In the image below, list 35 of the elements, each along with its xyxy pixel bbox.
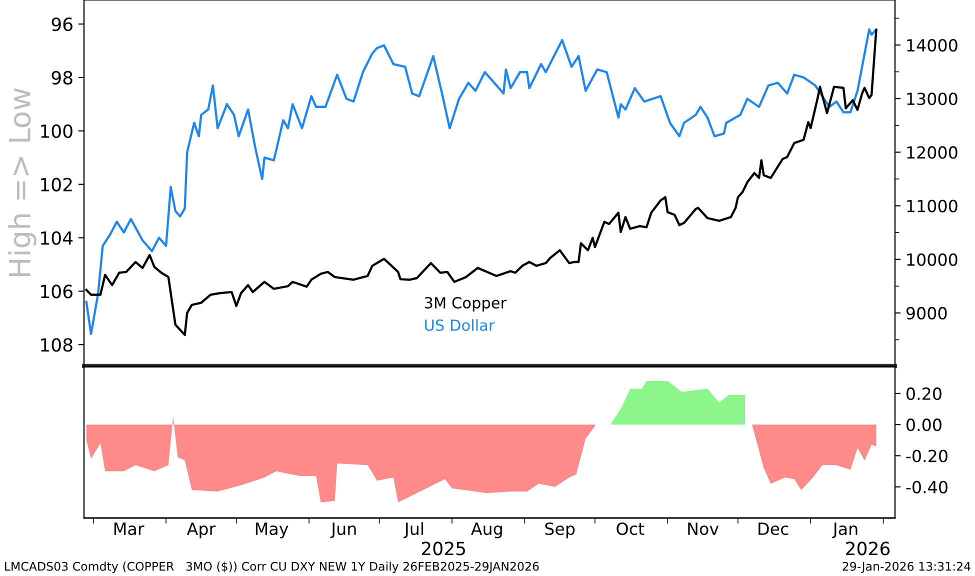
y2-tick-label: 12000	[907, 146, 958, 159]
x-tick-label: Nov	[688, 522, 719, 536]
text: LMCADS03 Comdty (COPPER 3MO ($)) Corr CU DXY NEW 1Y Daily 26FEB2025-29JAN2026	[5, 562, 539, 574]
y2-tick-label: 11000	[907, 200, 958, 212]
y-tick-label: 102	[41, 178, 72, 192]
y-tick-label: 106	[41, 284, 72, 298]
y-tick-label: 104	[41, 231, 73, 245]
y-tick-label: 98	[52, 70, 72, 85]
x-tick-label: Jan	[832, 522, 858, 538]
x-tick-label: Sep	[545, 522, 575, 538]
y2-tick-label: 13000	[907, 92, 958, 106]
text: 2026	[846, 542, 890, 556]
y2-tick-label: 9000	[906, 306, 947, 320]
y-tick-label: 96	[52, 18, 72, 32]
x-tick-label: Dec	[758, 522, 788, 536]
y-tick-label: 100	[41, 124, 72, 138]
y2-tick-label: 14000	[907, 38, 958, 52]
x-tick-label: Apr	[186, 522, 216, 538]
x-tick-label: Aug	[471, 522, 502, 538]
y2-tick-label: 10000	[907, 253, 958, 266]
y2-tick-label: -0.20	[906, 450, 948, 462]
x-tick-label: Oct	[616, 522, 644, 536]
y2-tick-label: 0.20	[906, 387, 942, 400]
y-tick-label: 108	[41, 338, 72, 352]
y-axis-title: High => Low	[8, 88, 36, 276]
x-tick-label: Mar	[114, 522, 144, 536]
y2-tick-label: 0.00	[906, 418, 942, 432]
series-label: 3M Copper	[424, 297, 507, 312]
x-tick-label: Jul	[404, 522, 423, 538]
text: US Dollar	[425, 319, 495, 331]
text: 2025	[422, 542, 466, 556]
y2-tick-label: -0.40	[906, 480, 948, 494]
x-tick-label: Jun	[330, 522, 356, 538]
x-tick-label: May	[256, 522, 288, 538]
text: 29-Jan-2026 13:31:24	[842, 562, 970, 573]
